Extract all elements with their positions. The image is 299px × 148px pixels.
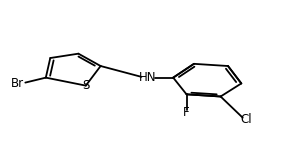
Text: F: F <box>183 106 190 119</box>
Text: S: S <box>82 79 89 92</box>
Text: Br: Br <box>11 77 24 90</box>
Text: HN: HN <box>139 71 157 84</box>
Text: Cl: Cl <box>240 113 251 126</box>
